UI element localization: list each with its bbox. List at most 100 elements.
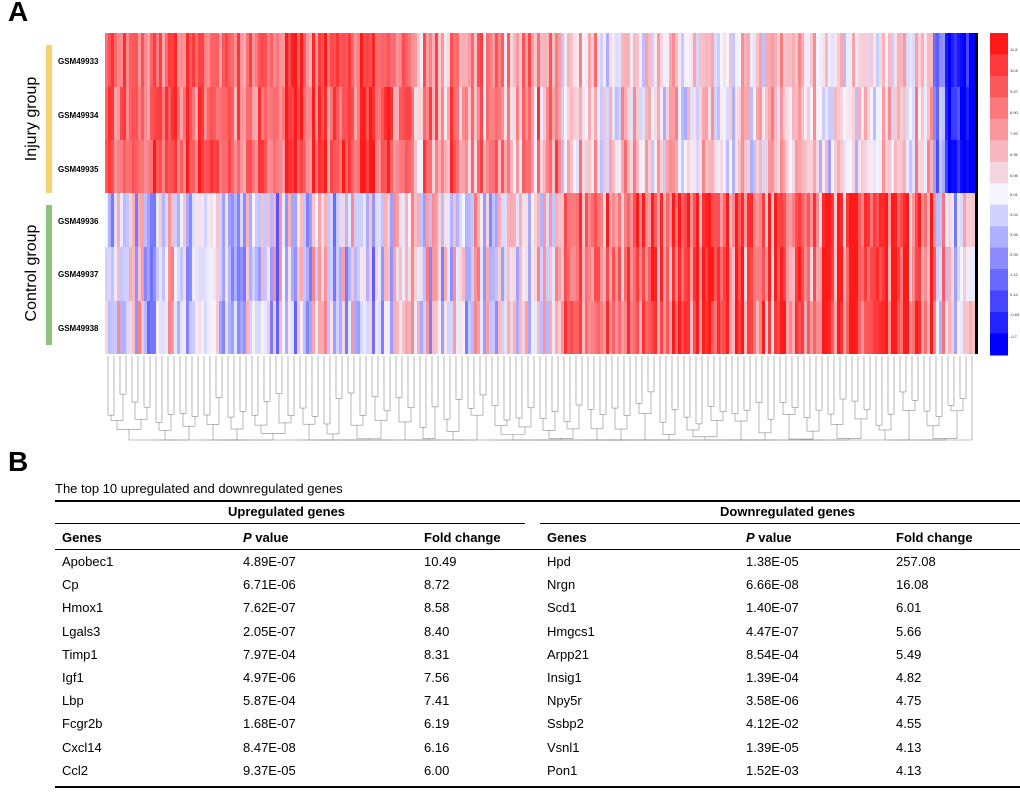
heatmap-cell: [309, 301, 313, 354]
heatmap-cell: [483, 301, 487, 354]
heatmap-cell: [903, 33, 907, 87]
heatmap-cell: [423, 193, 427, 247]
heatmap-cell: [906, 301, 910, 354]
heatmap-cell: [207, 33, 211, 87]
heatmap-cell: [804, 87, 808, 140]
heatmap-cell: [642, 87, 646, 140]
up-fold-cell: 10.49: [424, 554, 457, 569]
heatmap-cell: [384, 247, 388, 301]
up-p-cell: 7.97E-04: [243, 646, 296, 662]
heatmap-cell: [534, 33, 538, 87]
heatmap-cell: [660, 301, 664, 354]
heatmap-cell: [483, 247, 487, 301]
heatmap-cell: [669, 247, 673, 301]
heatmap-cell: [534, 87, 538, 140]
heatmap-cell: [795, 140, 799, 193]
heatmap-cell: [501, 193, 505, 247]
up-fold-cell: 8.58: [424, 600, 450, 616]
heatmap-cell: [411, 247, 415, 301]
heatmap-cell: [966, 193, 970, 247]
heatmap-cell: [651, 87, 655, 140]
heatmap-cell: [180, 301, 184, 354]
heatmap-cell: [402, 140, 406, 193]
heatmap-cell: [372, 301, 376, 354]
heatmap-cell: [711, 87, 715, 140]
heatmap-cell: [126, 193, 130, 247]
heatmap-cell: [708, 87, 712, 140]
heatmap-cell: [576, 247, 580, 301]
heatmap-cell: [645, 193, 649, 247]
heatmap-cell: [867, 193, 871, 247]
heatmap-cell: [216, 140, 220, 193]
downregulated-header: Downregulated genes: [720, 504, 856, 519]
heatmap-cell: [903, 193, 907, 247]
heatmap-cell: [411, 301, 415, 354]
heatmap-cell: [291, 247, 295, 301]
heatmap-cell: [423, 33, 427, 87]
heatmap-cell: [117, 247, 121, 301]
heatmap-cell: [348, 301, 352, 354]
heatmap-cell: [135, 140, 139, 193]
heatmap-cell: [732, 140, 736, 193]
heatmap-cell: [303, 33, 307, 87]
heatmap-cell: [117, 301, 121, 354]
down-gene-cell: Nrgn: [547, 577, 576, 593]
heatmap-cell: [840, 247, 844, 301]
heatmap-cell: [357, 87, 361, 140]
heatmap-cell: [237, 193, 241, 247]
heatmap-cell: [342, 33, 346, 87]
heatmap-cell: [429, 33, 433, 87]
heatmap-cell: [108, 87, 112, 140]
heatmap-cell: [780, 140, 784, 193]
heatmap-cell: [180, 87, 184, 140]
heatmap-cell: [243, 140, 247, 193]
heatmap-cell: [162, 247, 166, 301]
heatmap-cell: [930, 301, 934, 354]
heatmap-cell: [798, 301, 802, 354]
heatmap-cell: [111, 140, 115, 193]
heatmap-cell: [567, 87, 571, 140]
heatmap-cell: [282, 301, 286, 354]
heatmap-cell: [897, 247, 901, 301]
heatmap-cell: [213, 247, 217, 301]
legend-tick: 7.93: [1010, 131, 1018, 136]
heatmap-cell: [288, 301, 292, 354]
heatmap-cell: [753, 87, 757, 140]
heatmap-cell: [963, 87, 967, 140]
heatmap-cell: [957, 193, 961, 247]
down-fold-cell: 16.08: [896, 577, 929, 593]
heatmap-cell: [666, 247, 670, 301]
heatmap-cell: [942, 87, 946, 140]
heatmap-cell: [861, 87, 865, 140]
heatmap-cell: [159, 193, 163, 247]
heatmap-cell: [810, 87, 814, 140]
heatmap-cell: [348, 33, 352, 87]
legend-tick: -0.7: [1010, 334, 1017, 339]
heatmap-cell: [585, 140, 589, 193]
heatmap-cell: [135, 193, 139, 247]
heatmap-cell: [336, 301, 340, 354]
heatmap-cell: [792, 33, 796, 87]
heatmap-cell: [738, 193, 742, 247]
heatmap-cell: [372, 247, 376, 301]
heatmap-cell: [177, 87, 181, 140]
heatmap-cell: [222, 87, 226, 140]
heatmap-cell: [960, 193, 964, 247]
heatmap-cell: [363, 87, 367, 140]
heatmap-cell: [525, 33, 529, 87]
down-p-cell: 1.52E-03: [746, 762, 799, 778]
heatmap-cell: [624, 87, 628, 140]
heatmap-cell: [738, 33, 742, 87]
heatmap-cell: [132, 247, 136, 301]
heatmap-cell: [174, 87, 178, 140]
heatmap-cell: [312, 87, 316, 140]
heatmap-cell: [957, 33, 961, 87]
heatmap-cell: [333, 33, 337, 87]
heatmap-cell: [786, 87, 790, 140]
heatmap-cell: [684, 33, 688, 87]
heatmap-cell: [597, 193, 601, 247]
sample-label: GSM49933: [58, 57, 99, 66]
heatmap-cell: [948, 301, 952, 354]
heatmap-cell: [207, 247, 211, 301]
heatmap-cell: [360, 87, 364, 140]
